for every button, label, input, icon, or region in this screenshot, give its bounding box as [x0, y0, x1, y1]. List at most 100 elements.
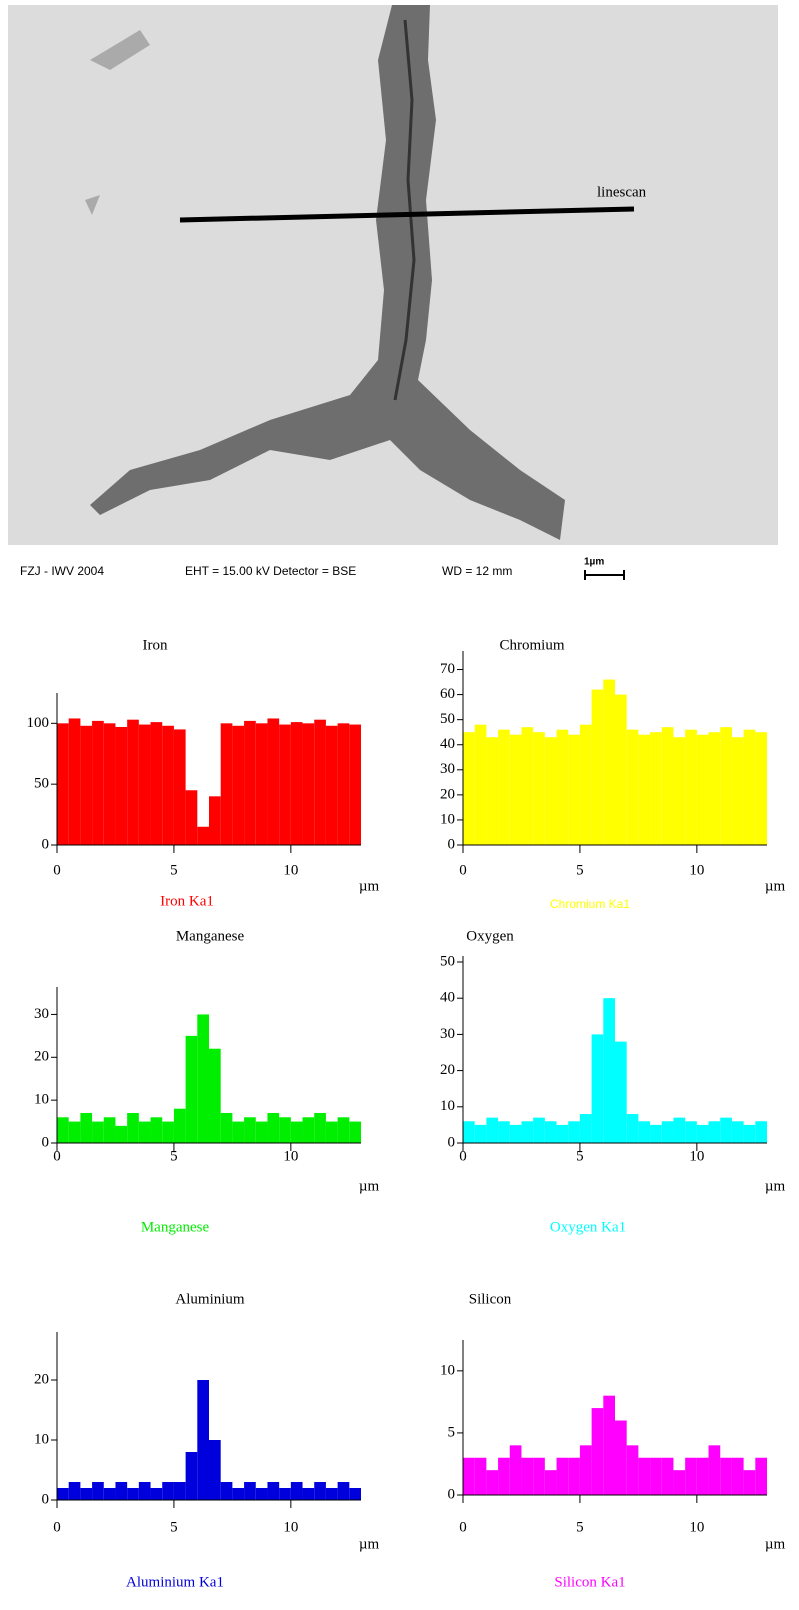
x-tick-label: 5 — [576, 1148, 584, 1164]
x-tick-label: 0 — [459, 1519, 467, 1535]
bar — [661, 1121, 674, 1143]
sem-particles — [85, 30, 150, 215]
x-tick-label: 5 — [170, 862, 178, 878]
bar — [486, 737, 499, 845]
linescan-label: linescan — [597, 184, 647, 200]
y-tick-label: 5 — [448, 1424, 456, 1440]
bar — [708, 1121, 721, 1143]
bar — [68, 1121, 81, 1143]
bar — [232, 725, 245, 845]
bar — [615, 1420, 627, 1495]
y-tick-label: 10 — [440, 811, 455, 827]
y-tick-label: 30 — [440, 761, 455, 777]
bar — [197, 1380, 209, 1500]
bar — [173, 1482, 186, 1500]
x-tick-label: 10 — [283, 1519, 298, 1535]
bar — [80, 1113, 93, 1143]
bar — [743, 1470, 756, 1495]
y-tick-label: 0 — [448, 836, 456, 852]
bar — [615, 1041, 627, 1143]
sem-image: linescan FZJ - IWV 2004 EHT = 15.00 kV D… — [8, 5, 778, 580]
bar — [138, 724, 151, 845]
bar — [556, 729, 569, 845]
bar — [498, 1121, 510, 1143]
bar — [244, 1482, 256, 1500]
bar — [290, 1121, 303, 1143]
bar — [743, 1124, 756, 1143]
bar — [521, 727, 534, 845]
bar — [685, 1121, 697, 1143]
x-tick-label: 5 — [170, 1148, 178, 1164]
bar — [279, 1488, 291, 1500]
bar — [349, 1121, 361, 1143]
bar — [349, 724, 361, 845]
y-tick-label: 0 — [448, 1134, 456, 1150]
bar — [486, 1470, 499, 1495]
bar — [220, 723, 233, 845]
legend-label: Manganese — [141, 1219, 210, 1235]
bar — [138, 1482, 151, 1500]
bar — [673, 737, 686, 845]
bar — [232, 1488, 245, 1500]
scale-bar-label: 1µm — [584, 557, 604, 568]
bar — [743, 729, 756, 845]
bar — [708, 1445, 721, 1495]
scale-bar — [584, 570, 625, 580]
bar — [92, 1121, 104, 1143]
bar — [127, 719, 139, 845]
x-tick-label: 0 — [459, 862, 467, 878]
bar — [337, 1117, 350, 1143]
bar — [638, 1457, 651, 1495]
bar — [220, 1113, 233, 1143]
x-tick-label: 10 — [689, 1148, 704, 1164]
bar — [650, 1124, 662, 1143]
bar — [162, 1121, 174, 1143]
bar — [556, 1457, 569, 1495]
bar — [708, 732, 721, 845]
bar — [579, 724, 592, 845]
bar — [57, 1117, 69, 1143]
chart-title: Oxygen — [466, 928, 514, 944]
y-tick-label: 50 — [440, 953, 455, 969]
bar — [720, 1117, 732, 1143]
legend-label: Iron Ka1 — [160, 893, 214, 909]
bar — [115, 1482, 128, 1500]
bar — [209, 1440, 221, 1500]
bar — [474, 1124, 487, 1143]
bar — [650, 1457, 662, 1495]
bar — [115, 726, 128, 845]
bar — [626, 1445, 639, 1495]
bar — [603, 998, 615, 1143]
bar — [127, 1113, 139, 1143]
x-tick-label: 5 — [576, 1519, 584, 1535]
legend-label: Oxygen Ka1 — [550, 1219, 626, 1235]
bar — [521, 1121, 534, 1143]
bar — [150, 722, 163, 845]
legend-label: Chromium Ka1 — [550, 897, 630, 911]
bar — [220, 1482, 233, 1500]
y-tick-label: 0 — [448, 1486, 456, 1502]
y-tick-label: 50 — [34, 776, 49, 792]
bar — [279, 1117, 291, 1143]
bar — [232, 1121, 245, 1143]
y-tick-label: 60 — [440, 686, 455, 702]
legend-label: Silicon Ka1 — [554, 1574, 625, 1590]
bar — [685, 1457, 697, 1495]
bar — [325, 1121, 338, 1143]
bar — [290, 722, 303, 845]
bar — [626, 1114, 639, 1143]
bar — [115, 1125, 128, 1143]
bar — [521, 1457, 534, 1495]
bar — [185, 1452, 198, 1500]
bar — [731, 737, 744, 845]
bar — [209, 796, 221, 845]
bar — [92, 720, 104, 845]
bar — [314, 719, 326, 845]
bar — [685, 729, 697, 845]
bar — [302, 1117, 315, 1143]
x-tick-label: 5 — [576, 862, 584, 878]
bar — [533, 1117, 545, 1143]
bar — [755, 1121, 767, 1143]
y-tick-label: 10 — [34, 1431, 49, 1447]
